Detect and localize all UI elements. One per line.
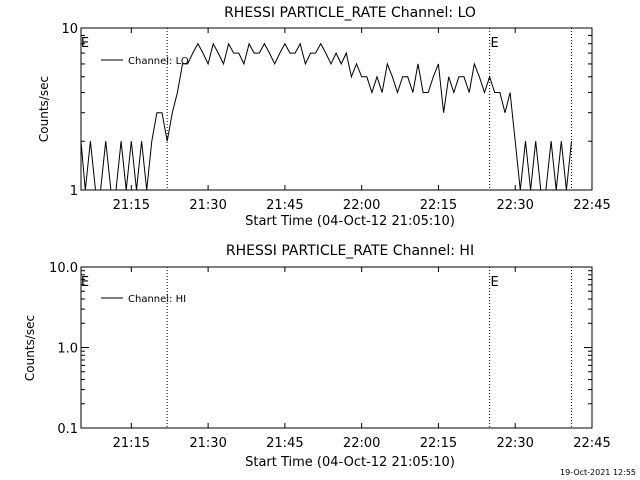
y-tick-label: 1.0 — [57, 342, 78, 357]
panel-hi-xlabel: Start Time (04-Oct-12 21:05:10) — [245, 455, 455, 470]
legend-label-lo: Channel: LO — [128, 56, 189, 67]
panel-hi-legend: Channel: HI — [101, 294, 186, 305]
panel-lo-xticks: 21:15 21:30 21:45 22:00 22:15 22:30 22:45 — [113, 28, 611, 213]
x-tick-label: 22:30 — [496, 436, 533, 451]
x-tick-label: 21:30 — [189, 436, 226, 451]
x-tick-label: 21:45 — [266, 436, 303, 451]
panel-lo-ylabel: Counts/sec — [37, 76, 51, 142]
x-tick-label: 22:00 — [343, 436, 380, 451]
x-tick-label: 22:30 — [496, 198, 533, 213]
x-tick-label: 21:15 — [113, 436, 150, 451]
y-tick-label: 0.1 — [57, 422, 78, 437]
y-tick-label: 10 — [61, 22, 78, 37]
panel-lo-axes-frame — [80, 27, 593, 191]
event-marker-label: E — [491, 275, 499, 290]
panel-hi-axes-frame — [80, 266, 593, 429]
panel-hi-ylabel: Counts/sec — [23, 315, 37, 381]
panel-lo-yticks: 1 10 — [61, 22, 592, 199]
x-tick-label: 22:15 — [420, 198, 457, 213]
panel-hi-yticks: 0.1 1.0 10.0 — [49, 261, 592, 437]
x-tick-label: 21:30 — [189, 198, 226, 213]
event-marker-label: E — [81, 275, 89, 290]
x-tick-label: 21:45 — [266, 198, 303, 213]
series-line-lo — [80, 42, 572, 191]
panel-hi-xticks: 21:15 21:30 21:45 22:00 22:15 22:30 22:45 — [113, 267, 611, 451]
x-tick-label: 22:45 — [573, 198, 610, 213]
event-marker-label: E — [81, 36, 89, 51]
panel-lo-title: RHESSI PARTICLE_RATE Channel: LO — [224, 5, 476, 21]
x-tick-label: 22:45 — [573, 436, 610, 451]
panel-hi: RHESSI PARTICLE_RATE Channel: HI Counts/… — [23, 243, 611, 470]
panel-lo-xlabel: Start Time (04-Oct-12 21:05:10) — [245, 214, 455, 229]
panel-lo: RHESSI PARTICLE_RATE Channel: LO Counts/… — [37, 5, 611, 229]
x-tick-label: 21:15 — [113, 198, 150, 213]
panel-hi-title: RHESSI PARTICLE_RATE Channel: HI — [226, 243, 474, 259]
x-tick-label: 22:00 — [343, 198, 380, 213]
x-tick-label: 22:15 — [420, 436, 457, 451]
y-tick-label: 10.0 — [49, 261, 78, 276]
y-tick-label: 1 — [70, 184, 78, 199]
legend-label-hi: Channel: HI — [128, 294, 186, 305]
event-marker-label: E — [491, 36, 499, 51]
panel-lo-legend: Channel: LO — [101, 56, 189, 67]
footer-timestamp: 19-Oct-2021 12:55 — [560, 468, 636, 477]
